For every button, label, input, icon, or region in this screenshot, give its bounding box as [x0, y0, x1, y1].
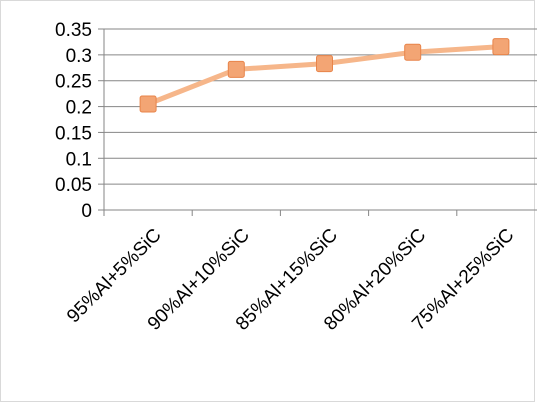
- series-0-point-1: [227, 60, 245, 78]
- y-tick-label-4: 0.2: [66, 98, 92, 119]
- series-0-point-4: [492, 38, 510, 56]
- x-category-labels: 95%Al+5%SiC90%Al+10%SiC85%Al+15%SiC80%Al…: [63, 225, 518, 335]
- x-category-label-0: 95%Al+5%SiC: [63, 225, 166, 328]
- y-tick-label-1: 0.05: [55, 175, 92, 196]
- series-0-point-3: [404, 43, 422, 61]
- series-0-point-2: [316, 55, 333, 73]
- x-tick-marks: [103, 210, 458, 216]
- y-tick-label-6: 0.3: [66, 46, 92, 67]
- series-group: [139, 38, 510, 113]
- y-tick-label-2: 0.1: [66, 149, 92, 170]
- y-tick-label-5: 0.25: [55, 72, 92, 93]
- y-tick-labels: 0 0.05 0.1 0.15 0.2 0.25 0.3 0.35: [55, 20, 104, 222]
- y-tick-label-3: 0.15: [55, 123, 92, 144]
- axes: [103, 29, 537, 211]
- y-tick-label-0: 0: [81, 201, 92, 222]
- y-tick-label-7: 0.35: [55, 20, 92, 41]
- series-0-point-0: [139, 95, 157, 113]
- gridlines: [104, 28, 537, 185]
